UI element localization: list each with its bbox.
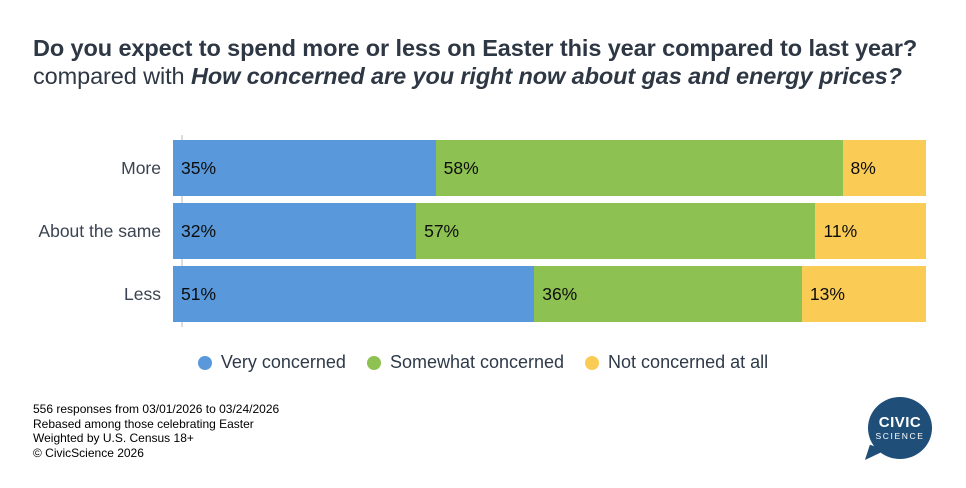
responses-line: 556 responses from 03/01/2026 to 03/24/2… <box>33 402 280 416</box>
bar-track: 51% 36% 13% <box>173 266 926 322</box>
speech-bubble-icon: CIVIC SCIENCE <box>868 397 932 459</box>
legend-item-not-concerned: Not concerned at all <box>585 352 768 373</box>
logo-text-civic: CIVIC <box>878 414 922 431</box>
legend-dot-icon <box>585 355 600 370</box>
category-label: About the same <box>38 220 161 241</box>
bar-segment-not-concerned: 13% <box>801 266 926 322</box>
stacked-bar-chart: More 35% 58% 8% About the same 32% 57% 1… <box>0 135 966 327</box>
segment-value-label: 58% <box>443 157 479 178</box>
weighting-line: Weighted by U.S. Census 18+ <box>33 431 194 445</box>
category-label: Less <box>124 283 161 304</box>
footer-notes: 556 responses from 03/01/2026 to 03/24/2… <box>33 402 279 460</box>
bar-track: 32% 57% 11% <box>173 203 926 259</box>
bar-row-more: More 35% 58% 8% <box>0 140 966 196</box>
category-label: More <box>121 157 161 178</box>
bar-segment-very-concerned: 51% <box>173 266 535 322</box>
bar-segment-somewhat-concerned: 36% <box>534 266 802 322</box>
bar-segment-not-concerned: 11% <box>815 203 926 259</box>
segment-value-label: 8% <box>850 157 876 178</box>
segment-value-label: 57% <box>424 220 460 241</box>
segment-value-label: 36% <box>542 283 578 304</box>
legend-item-somewhat-concerned: Somewhat concerned <box>366 352 565 373</box>
legend-label: Somewhat concerned <box>389 352 565 372</box>
bar-segment-somewhat-concerned: 57% <box>416 203 816 259</box>
bar-segment-very-concerned: 32% <box>173 203 417 259</box>
segment-value-label: 35% <box>181 157 217 178</box>
copyright-line: © CivicScience 2026 <box>33 445 144 460</box>
logo-text-science: SCIENCE <box>875 431 925 441</box>
legend-item-very-concerned: Very concerned <box>197 352 346 373</box>
title-question-2: How concerned are you right now about ga… <box>190 63 902 89</box>
rebase-line: Rebased among those celebrating Easter <box>33 416 254 431</box>
segment-value-label: 13% <box>809 283 845 304</box>
legend-dot-icon <box>197 355 212 370</box>
civicscience-logo: CIVIC SCIENCE <box>864 397 936 466</box>
legend-dot-icon <box>366 355 381 370</box>
legend-label: Very concerned <box>220 352 346 372</box>
segment-value-label: 32% <box>181 220 217 241</box>
bar-segment-not-concerned: 8% <box>842 140 926 196</box>
bar-track: 35% 58% 8% <box>173 140 926 196</box>
chart-title: Do you expect to spend more or less on E… <box>33 34 941 90</box>
title-connector: compared with <box>33 63 191 89</box>
legend: Very concerned Somewhat concerned Not co… <box>0 352 966 373</box>
bar-row-about-the-same: About the same 32% 57% 11% <box>0 203 966 259</box>
title-question-1: Do you expect to spend more or less on E… <box>33 35 918 61</box>
segment-value-label: 51% <box>181 283 217 304</box>
bar-segment-very-concerned: 35% <box>173 140 436 196</box>
bar-segment-somewhat-concerned: 58% <box>435 140 843 196</box>
segment-value-label: 11% <box>823 220 858 241</box>
bar-row-less: Less 51% 36% 13% <box>0 266 966 322</box>
legend-label: Not concerned at all <box>608 352 769 372</box>
